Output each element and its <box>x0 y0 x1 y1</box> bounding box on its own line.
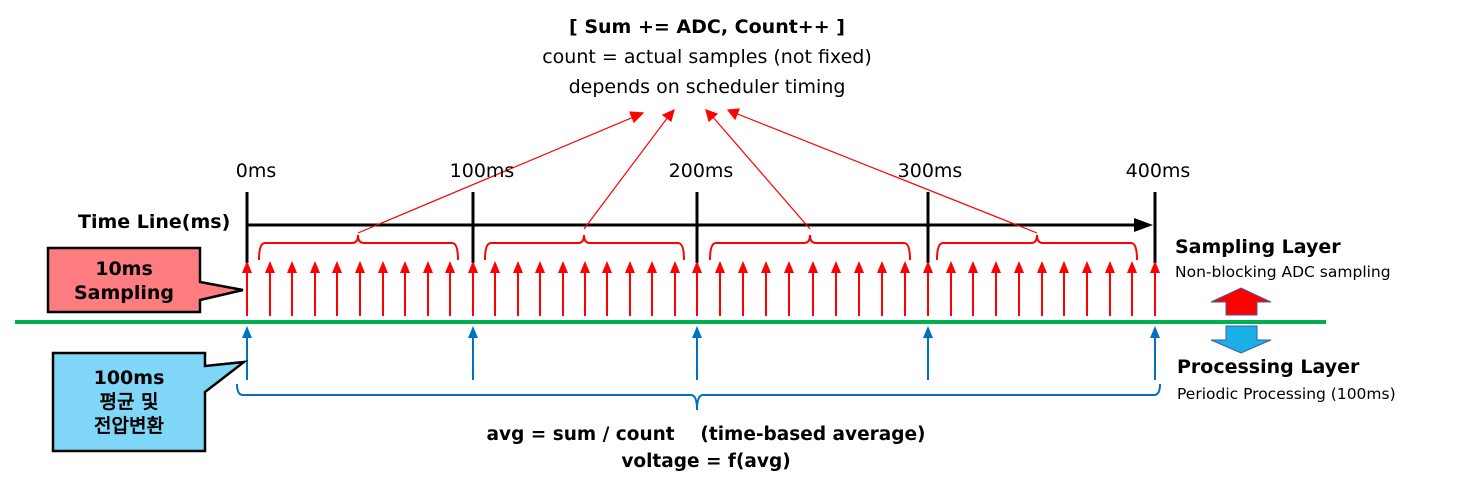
sampling-callout-line2: Sampling <box>73 282 175 304</box>
pointer-arrowhead-icon <box>629 111 645 124</box>
sample-arrow-icon <box>647 261 657 316</box>
sample-arrow-icon <box>900 261 910 316</box>
sample-group-braces <box>258 234 1138 261</box>
sample-arrow-icon <box>490 261 500 316</box>
brace-pointer-arrows <box>357 108 1038 234</box>
header-subtitle-timing: depends on scheduler timing <box>568 76 846 98</box>
sample-arrow-icon <box>332 261 342 316</box>
sample-arrow-icon <box>923 261 933 316</box>
sample-arrow-icon <box>692 261 702 316</box>
sample-arrow-icon <box>468 261 478 316</box>
sampling-callout-line1: 10ms <box>95 258 153 280</box>
process-arrow-icon <box>692 326 702 380</box>
sample-arrow-icon <box>423 261 433 316</box>
tick-label-400ms: 400ms <box>1125 160 1191 182</box>
sampling-layer-title: Sampling Layer <box>1175 236 1341 258</box>
sample-arrow-icon <box>378 261 388 316</box>
sample-arrow-icon <box>400 261 410 316</box>
processing-brace <box>236 383 1161 411</box>
sample-arrow-icon <box>355 261 365 316</box>
sample-arrow-icon <box>808 261 818 316</box>
sample-arrow-icon <box>991 261 1001 316</box>
sample-arrow-icon <box>1150 261 1160 316</box>
processing-layer-subtitle: Periodic Processing (100ms) <box>1177 385 1396 403</box>
sample-arrow-icon <box>854 261 864 316</box>
sampling-callout-box <box>46 246 244 314</box>
processing-callout-line3: 전압변환 <box>94 415 164 437</box>
sampling-arrows <box>242 261 1160 316</box>
brace-group-4 <box>936 234 1138 261</box>
processing-callout-line2: 평균 및 <box>99 391 159 413</box>
pointer-arrowhead-icon <box>661 108 675 123</box>
timeline-axis <box>245 192 1157 263</box>
processing-callout-text: 100ms 평균 및 전압변환 <box>53 366 205 438</box>
tick-label-100ms: 100ms <box>449 160 515 182</box>
tick-label-200ms: 200ms <box>668 160 734 182</box>
processing-arrows <box>242 326 1160 380</box>
sample-arrow-icon <box>445 261 455 316</box>
process-arrow-icon <box>923 326 933 380</box>
tick-label-0ms: 0ms <box>235 160 277 182</box>
sample-arrow-icon <box>738 261 748 316</box>
voltage-formula: voltage = f(avg) <box>621 451 791 472</box>
process-arrow-icon <box>1150 326 1160 380</box>
pointer-arrowhead-icon <box>705 109 719 123</box>
sample-arrow-icon <box>784 261 794 316</box>
sample-arrow-icon <box>715 261 725 316</box>
sample-arrow-icon <box>670 261 680 316</box>
sample-arrow-icon <box>602 261 612 316</box>
sample-arrow-icon <box>946 261 956 316</box>
sample-arrow-icon <box>968 261 978 316</box>
processing-layer-title: Processing Layer <box>1177 356 1360 378</box>
sample-arrow-icon <box>877 261 887 316</box>
tick-label-300ms: 300ms <box>897 160 963 182</box>
processing-callout-line1: 100ms <box>93 367 165 389</box>
brace-group-2 <box>484 234 685 261</box>
sample-arrow-icon <box>1059 261 1069 316</box>
timeline-axis-label: Time Line(ms) <box>78 211 231 233</box>
sample-arrow-icon <box>558 261 568 316</box>
process-arrow-icon <box>468 326 478 380</box>
sampling-layer-subtitle: Non-blocking ADC sampling <box>1175 263 1391 281</box>
brace-group-3 <box>709 234 911 261</box>
header-title: [ Sum += ADC, Count++ ] <box>569 16 845 38</box>
sample-arrow-icon <box>310 261 320 316</box>
header-subtitle-count: count = actual samples (not fixed) <box>542 46 872 68</box>
sample-arrow-icon <box>265 261 275 316</box>
avg-formula: avg = sum / count (time-based average) <box>486 424 926 445</box>
sample-arrow-icon <box>535 261 545 316</box>
sample-arrow-icon <box>513 261 523 316</box>
sample-arrow-icon <box>831 261 841 316</box>
axis-arrowhead-icon <box>1134 218 1153 232</box>
sample-arrow-icon <box>242 261 252 316</box>
brace-group-1 <box>258 234 459 261</box>
sample-arrow-icon <box>1082 261 1092 316</box>
process-arrow-icon <box>242 326 252 380</box>
sample-arrow-icon <box>580 261 590 316</box>
sampling-callout-text: 10ms Sampling <box>48 257 200 305</box>
sample-arrow-icon <box>625 261 635 316</box>
up-arrow-icon <box>1210 287 1272 316</box>
sample-arrow-icon <box>1105 261 1115 316</box>
sample-arrow-icon <box>1014 261 1024 316</box>
sample-arrow-icon <box>761 261 771 316</box>
processing-callout-box <box>51 351 249 453</box>
sample-arrow-icon <box>287 261 297 316</box>
pointer-arrowhead-icon <box>726 108 740 121</box>
sample-arrow-icon <box>1127 261 1137 316</box>
sample-arrow-icon <box>1037 261 1047 316</box>
down-arrow-icon <box>1210 325 1272 354</box>
